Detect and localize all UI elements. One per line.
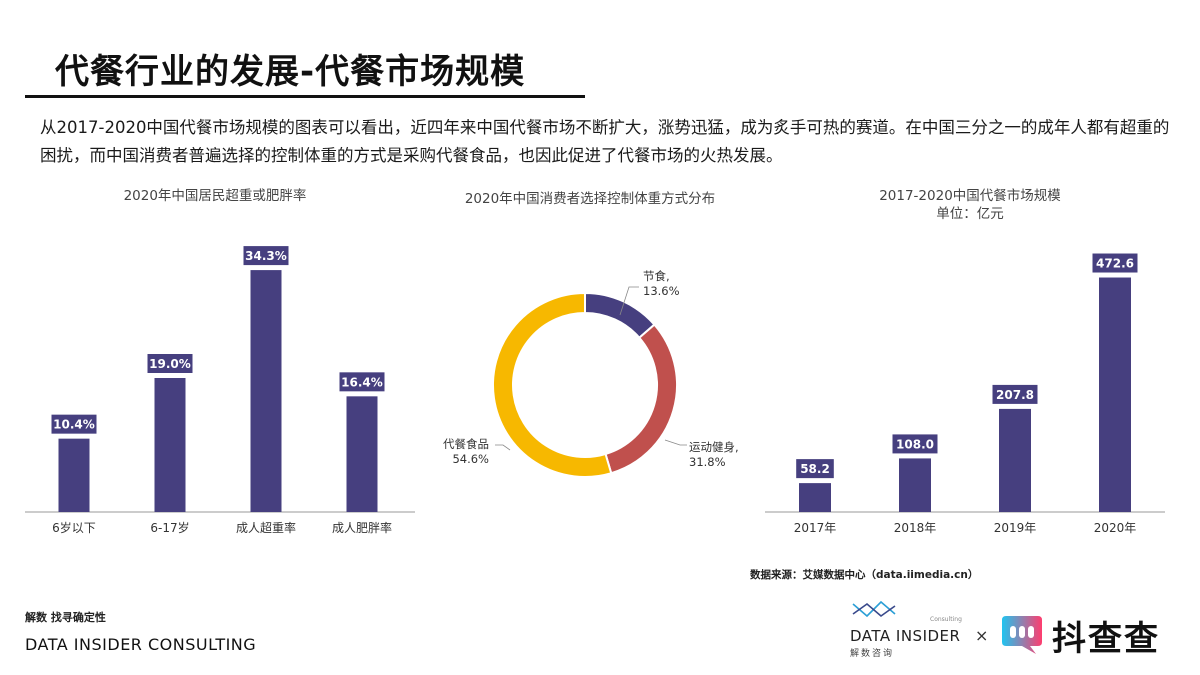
donut-slice-1	[604, 323, 678, 475]
bar2-title: 2017-2020中国代餐市场规模	[879, 188, 1061, 204]
logo-consulting: Consulting	[930, 616, 962, 623]
tick-label-2: 成人超重率	[236, 520, 296, 535]
slice-value-2: 54.6%	[452, 452, 489, 466]
slice-name-1: 运动健身,	[689, 440, 739, 454]
bar1-title: 2020年中国居民超重或肥胖率	[123, 188, 307, 204]
slice-value-0: 13.6%	[643, 284, 680, 298]
tick-label-0: 6岁以下	[52, 520, 96, 535]
bar-1	[154, 378, 186, 512]
data-label-bg-2	[992, 384, 1038, 404]
brand-tagline-cn: 解数 找寻确定性	[25, 611, 106, 624]
donut-slice-2	[492, 291, 613, 478]
market-size-bar-chart: 58.2 2017年 108.0 2018年 207.8 2019年 472.6 2020年	[765, 253, 1165, 535]
slice-name-2: 代餐食品	[443, 437, 489, 451]
data-label-bg-1	[892, 434, 938, 454]
wave-icon	[852, 600, 896, 618]
douchacha-logo-icon	[1002, 616, 1042, 654]
bar-3	[1099, 277, 1131, 512]
donut-title: 2020年中国消费者选择控制体重方式分布	[450, 190, 730, 208]
data-label-0: 10.4%	[53, 418, 95, 432]
donut-slice-0	[584, 291, 656, 340]
bar-2	[999, 408, 1031, 512]
data-label-3: 472.6	[1096, 257, 1134, 271]
data-label-2: 207.8	[996, 388, 1034, 402]
bar2-subtitle: 单位：亿元	[936, 206, 1004, 222]
leader-line-0	[619, 286, 639, 316]
data-label-bg-3	[339, 372, 385, 392]
data-label-bg-0	[796, 459, 834, 479]
leader-line-2	[495, 444, 511, 451]
bar2-title-block: 2017-2020中国代餐市场规模 单位：亿元	[840, 187, 1100, 223]
logo-main-text: DATA INSIDER	[850, 627, 960, 645]
data-label-bg-3	[1092, 253, 1138, 273]
douchacha-logo-text: 抖查查	[1052, 619, 1160, 659]
data-source: 数据来源：艾媒数据中心（data.iimedia.cn）	[750, 569, 979, 581]
data-label-bg-0	[51, 414, 97, 434]
brand-name-en: DATA INSIDER CONSULTING	[25, 635, 257, 654]
tick-label-3: 2020年	[1094, 521, 1137, 535]
overweight-bar-chart: 10.4% 6岁以下 19.0% 6-17岁 34.3% 成人超重率 16.4% 成人肥胖率	[25, 246, 415, 535]
page-title: 代餐行业的发展-代餐市场规模	[55, 52, 526, 92]
title-underline	[25, 95, 585, 98]
bar-0	[58, 438, 90, 512]
leader-line-1	[664, 439, 687, 446]
data-label-1: 19.0%	[149, 357, 191, 371]
bar-3	[346, 396, 378, 512]
data-label-bg-1	[147, 354, 193, 373]
data-label-0: 58.2	[800, 462, 830, 476]
tick-label-1: 6-17岁	[150, 520, 189, 535]
data-label-bg-2	[243, 246, 289, 266]
bar-1	[899, 458, 931, 512]
tick-label-0: 2017年	[794, 521, 837, 535]
data-label-3: 16.4%	[341, 375, 383, 389]
tick-label-2: 2019年	[994, 521, 1037, 535]
logo-sub-cn: 解数咨询	[850, 647, 894, 659]
logo-separator: ×	[975, 626, 989, 645]
donut-title-text: 2020年中国消费者选择控制体重方式分布	[464, 191, 716, 207]
data-label-1: 108.0	[896, 437, 934, 451]
slice-value-1: 31.8%	[689, 455, 726, 469]
data-insider-logo: Consulting DATA INSIDER 解数咨询	[850, 600, 962, 659]
tick-label-3: 成人肥胖率	[332, 520, 392, 535]
data-label-2: 34.3%	[245, 249, 287, 263]
bar-0	[799, 483, 831, 512]
bar-2	[250, 270, 282, 512]
tick-label-1: 2018年	[894, 521, 937, 535]
intro-paragraph: 从2017-2020中国代餐市场规模的图表可以看出，近四年来中国代餐市场不断扩大…	[40, 118, 1170, 165]
slice-name-0: 节食,	[643, 269, 670, 283]
